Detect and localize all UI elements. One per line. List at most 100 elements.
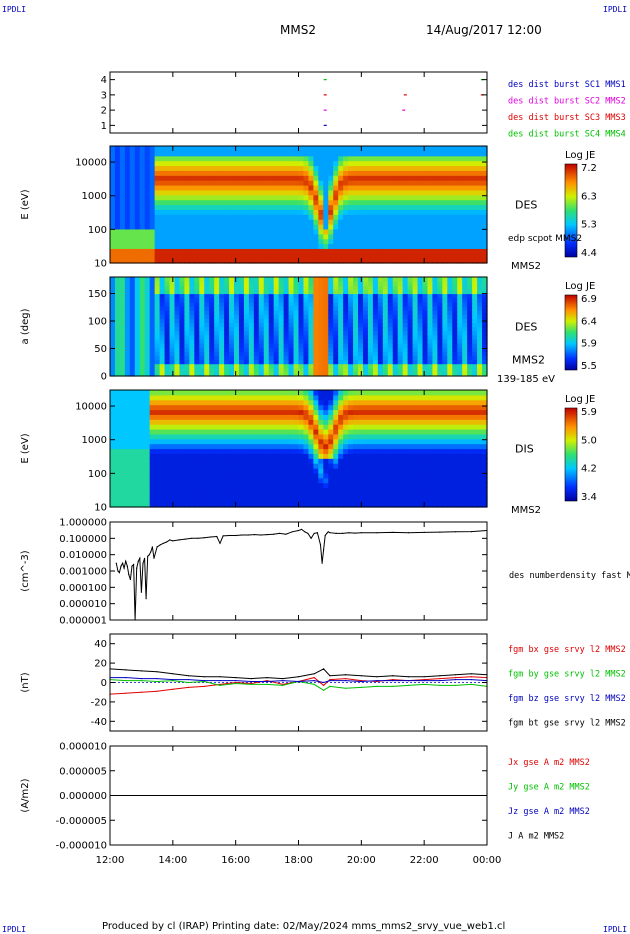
des_energy-cell <box>184 180 190 186</box>
des_energy-cell <box>407 238 414 245</box>
dis_energy-cell <box>288 487 295 493</box>
des_energy-cell <box>462 194 468 201</box>
dis_energy-cell <box>283 477 290 484</box>
des_energy-cell <box>278 150 285 157</box>
des_energy-cell <box>402 228 409 235</box>
dis_energy-cell <box>114 472 121 479</box>
des_pitch-cell <box>283 355 290 361</box>
des_pitch-cell <box>402 305 409 311</box>
des_pitch-cell <box>338 338 344 344</box>
des_energy-cell <box>229 199 235 206</box>
des_energy-cell <box>407 248 414 254</box>
des_pitch-cell <box>253 347 260 352</box>
dis_energy-cell <box>124 458 131 464</box>
des_energy-cell <box>333 189 339 196</box>
des_energy-cell <box>303 185 310 191</box>
des_pitch-cell <box>248 289 255 295</box>
dis_energy-cell <box>243 448 250 454</box>
dis_energy-cell <box>229 429 235 435</box>
des_pitch-cell <box>442 371 448 377</box>
des_energy-cell <box>283 150 290 157</box>
des_pitch-cell <box>298 281 305 286</box>
des_pitch-cell <box>318 310 324 315</box>
des_pitch-cell <box>372 338 379 344</box>
dis_energy-cell <box>278 453 285 459</box>
dis_energy-cell <box>273 482 280 489</box>
des_energy-cell <box>114 175 121 181</box>
dis_energy-cell <box>214 399 220 406</box>
des_pitch-cell <box>194 347 200 352</box>
des_energy-cell <box>303 219 310 225</box>
dis_energy-cell <box>318 419 324 425</box>
dis_energy-cell <box>189 482 195 489</box>
dis_energy-cell <box>144 443 151 450</box>
des_energy-cell <box>114 199 121 206</box>
des_pitch-cell <box>353 293 359 299</box>
des_pitch-cell <box>447 277 453 282</box>
des_energy-cell <box>333 214 339 220</box>
des_energy-cell <box>348 214 354 220</box>
des_pitch-cell <box>298 359 305 365</box>
des_pitch-cell <box>407 355 414 361</box>
des_pitch-cell <box>258 281 265 286</box>
des_pitch-cell <box>184 285 190 290</box>
dis_energy-cell <box>159 429 166 435</box>
des_pitch-cell <box>119 334 126 340</box>
des_energy-cell <box>323 228 329 235</box>
des_energy-cell <box>333 146 339 152</box>
des_energy-cell <box>318 219 324 225</box>
des_energy-cell <box>134 224 141 230</box>
des_pitch-cell <box>298 351 305 356</box>
des_energy-cell <box>224 258 230 264</box>
dis_energy-cell <box>273 492 280 498</box>
des_pitch-cell <box>323 334 329 340</box>
des_pitch-cell <box>338 343 344 348</box>
des_pitch-cell <box>229 351 235 356</box>
des_pitch-cell <box>149 301 156 307</box>
dis_energy-cell <box>293 424 300 430</box>
des_pitch-cell <box>253 367 260 373</box>
des_pitch-cell <box>149 347 156 352</box>
des_energy-cell <box>318 233 324 240</box>
dis_energy-cell <box>154 482 161 489</box>
des_energy-cell <box>348 155 354 162</box>
des_pitch-cell <box>308 367 314 373</box>
des_energy-cell <box>353 146 359 152</box>
dis_energy-cell <box>333 404 339 411</box>
des_pitch-cell <box>432 285 438 290</box>
des_energy-cell <box>442 175 448 181</box>
des_pitch-cell <box>482 310 488 315</box>
des_energy-cell <box>427 155 434 162</box>
des_energy-cell <box>343 209 349 215</box>
des_energy-cell <box>367 165 374 171</box>
des_pitch-cell <box>288 314 295 319</box>
des_pitch-cell <box>313 330 319 336</box>
des_pitch-cell <box>377 281 384 286</box>
dis_energy-cell <box>144 409 151 415</box>
des_pitch-cell <box>437 359 443 365</box>
dis_energy-cell <box>333 492 339 498</box>
des_energy-cell <box>432 209 438 215</box>
dis_energy-cell <box>199 472 205 479</box>
dis_energy-cell <box>139 497 146 503</box>
des_pitch-cell <box>358 351 364 356</box>
dis_energy-cell <box>164 497 171 503</box>
dis_energy-cell <box>313 482 319 489</box>
dis_energy-cell <box>263 468 270 474</box>
dis_energy-cell <box>253 394 260 401</box>
des_energy-cell <box>462 243 468 249</box>
des_pitch-cell <box>243 305 250 311</box>
des_pitch-cell <box>328 351 334 356</box>
dis_energy-cell <box>353 458 359 464</box>
dis_energy-cell <box>328 424 334 430</box>
des_energy-cell <box>333 175 339 181</box>
des_pitch-cell <box>234 363 240 369</box>
des_energy-cell <box>308 258 314 264</box>
des_pitch-cell <box>472 338 478 344</box>
des_energy-cell <box>432 165 438 171</box>
des_pitch-cell <box>253 318 260 323</box>
des_pitch-cell <box>159 314 166 319</box>
dis_energy-cell <box>224 429 230 435</box>
des_pitch-cell <box>144 347 151 352</box>
dis_energy-cell <box>164 419 171 425</box>
